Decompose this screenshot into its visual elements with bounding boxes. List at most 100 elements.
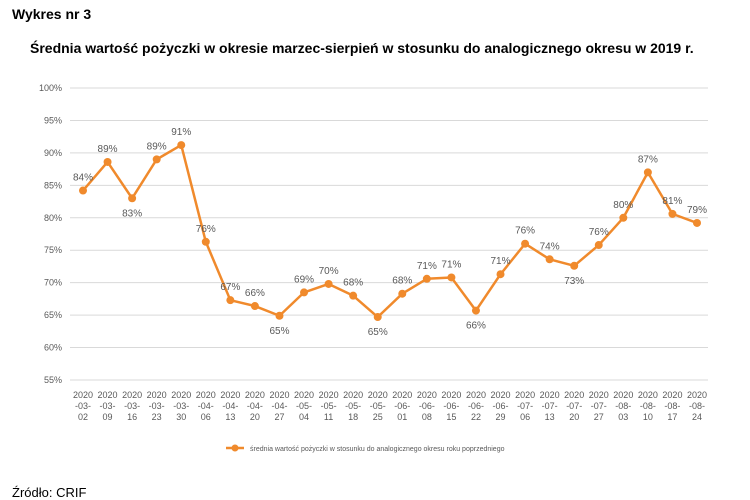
- x-tick-label: 2020: [294, 390, 314, 400]
- x-tick-label: -07-: [517, 401, 533, 411]
- data-label: 70%: [319, 266, 339, 277]
- x-tick-label: 2020: [368, 390, 388, 400]
- x-tick-label: -08-: [615, 401, 631, 411]
- x-tick-label: 2020: [147, 390, 167, 400]
- x-tick-label: -04-: [198, 401, 214, 411]
- data-label: 91%: [171, 127, 191, 138]
- x-tick-label: -08-: [664, 401, 680, 411]
- x-tick-label: 02: [78, 412, 88, 422]
- data-label: 68%: [392, 276, 412, 287]
- y-tick-label: 100%: [39, 83, 62, 93]
- x-tick-label: -08-: [689, 401, 705, 411]
- x-tick-label: 2020: [613, 390, 633, 400]
- x-tick-label: 2020: [540, 390, 560, 400]
- x-tick-label: -05-: [296, 401, 312, 411]
- y-tick-label: 65%: [44, 310, 62, 320]
- series-line: [82, 143, 698, 319]
- x-tick-label: 11: [324, 412, 333, 422]
- y-tick-label: 95%: [44, 115, 62, 125]
- x-tick-label: 25: [373, 412, 383, 422]
- x-tick-label: 2020: [319, 390, 339, 400]
- x-tick-label: 2020: [122, 390, 142, 400]
- source-note: Źródło: CRIF: [12, 485, 87, 500]
- x-tick-label: -04-: [222, 401, 238, 411]
- x-tick-label: 06: [520, 412, 530, 422]
- x-tick-label: 29: [496, 412, 506, 422]
- line-chart: 55%60%65%70%75%80%85%90%95%100%2020-03-0…: [39, 83, 708, 453]
- chart-title: Średnia wartość pożyczki w okresie marze…: [30, 40, 694, 56]
- data-point: [250, 302, 259, 311]
- data-label: 87%: [638, 154, 658, 165]
- data-point: [324, 279, 333, 288]
- data-label: 67%: [220, 282, 240, 293]
- y-tick-label: 80%: [44, 213, 62, 223]
- data-label: 71%: [417, 261, 437, 272]
- x-tick-label: 2020: [491, 390, 511, 400]
- x-tick-label: 13: [545, 412, 555, 422]
- y-tick-label: 85%: [44, 180, 62, 190]
- x-tick-label: 15: [446, 412, 456, 422]
- x-tick-label: -03-: [100, 401, 116, 411]
- x-tick-label: -06-: [493, 401, 509, 411]
- data-point: [668, 209, 677, 218]
- x-tick-label: -03-: [173, 401, 189, 411]
- data-point: [619, 213, 628, 222]
- data-point: [471, 306, 480, 315]
- data-label: 89%: [98, 144, 118, 155]
- legend-label: średnia wartość pożyczki w stosunku do a…: [250, 446, 505, 453]
- data-label: 80%: [613, 200, 633, 211]
- x-tick-label: 27: [594, 412, 604, 422]
- x-tick-label: 30: [176, 412, 186, 422]
- data-point: [521, 239, 530, 248]
- x-tick-label: 17: [667, 412, 677, 422]
- data-point: [103, 157, 112, 166]
- data-point: [128, 194, 137, 203]
- y-tick-label: 75%: [44, 245, 62, 255]
- data-point: [643, 168, 652, 177]
- data-label: 79%: [687, 205, 707, 216]
- data-point: [693, 218, 701, 227]
- x-tick-label: -07-: [591, 401, 607, 411]
- x-tick-label: -03-: [124, 401, 140, 411]
- x-tick-label: 2020: [687, 390, 707, 400]
- data-point: [422, 274, 431, 283]
- x-tick-label: -06-: [419, 401, 435, 411]
- x-tick-label: 2020: [589, 390, 609, 400]
- x-tick-label: 20: [250, 412, 260, 422]
- legend-marker: [231, 444, 239, 452]
- x-tick-label: 2020: [515, 390, 535, 400]
- data-label: 84%: [73, 173, 93, 184]
- x-tick-label: 03: [618, 412, 628, 422]
- x-tick-label: 20: [569, 412, 579, 422]
- x-tick-label: -08-: [640, 401, 656, 411]
- x-tick-label: 2020: [392, 390, 412, 400]
- x-tick-label: 23: [152, 412, 162, 422]
- y-tick-label: 55%: [44, 375, 62, 385]
- x-tick-label: 2020: [466, 390, 486, 400]
- chart-number-label: Wykres nr 3: [12, 6, 92, 22]
- x-tick-label: 2020: [245, 390, 265, 400]
- data-label: 69%: [294, 274, 314, 285]
- x-tick-label: 2020: [98, 390, 118, 400]
- data-label: 76%: [515, 226, 535, 237]
- data-point: [300, 288, 309, 297]
- y-tick-label: 90%: [44, 148, 62, 158]
- data-label: 76%: [589, 227, 609, 238]
- x-tick-label: -04-: [271, 401, 287, 411]
- x-tick-label: 2020: [269, 390, 289, 400]
- data-point: [594, 241, 603, 250]
- data-point: [570, 261, 579, 270]
- data-point: [398, 289, 407, 298]
- x-tick-label: 2020: [73, 390, 93, 400]
- data-label: 66%: [245, 288, 265, 299]
- x-tick-label: 06: [201, 412, 211, 422]
- data-point: [226, 296, 235, 305]
- x-tick-label: 08: [422, 412, 432, 422]
- x-tick-label: 18: [348, 412, 358, 422]
- x-tick-label: 2020: [441, 390, 461, 400]
- data-point: [349, 291, 358, 300]
- x-tick-label: -05-: [321, 401, 337, 411]
- x-tick-label: -06-: [468, 401, 484, 411]
- x-tick-label: 04: [299, 412, 309, 422]
- x-tick-label: -07-: [542, 401, 558, 411]
